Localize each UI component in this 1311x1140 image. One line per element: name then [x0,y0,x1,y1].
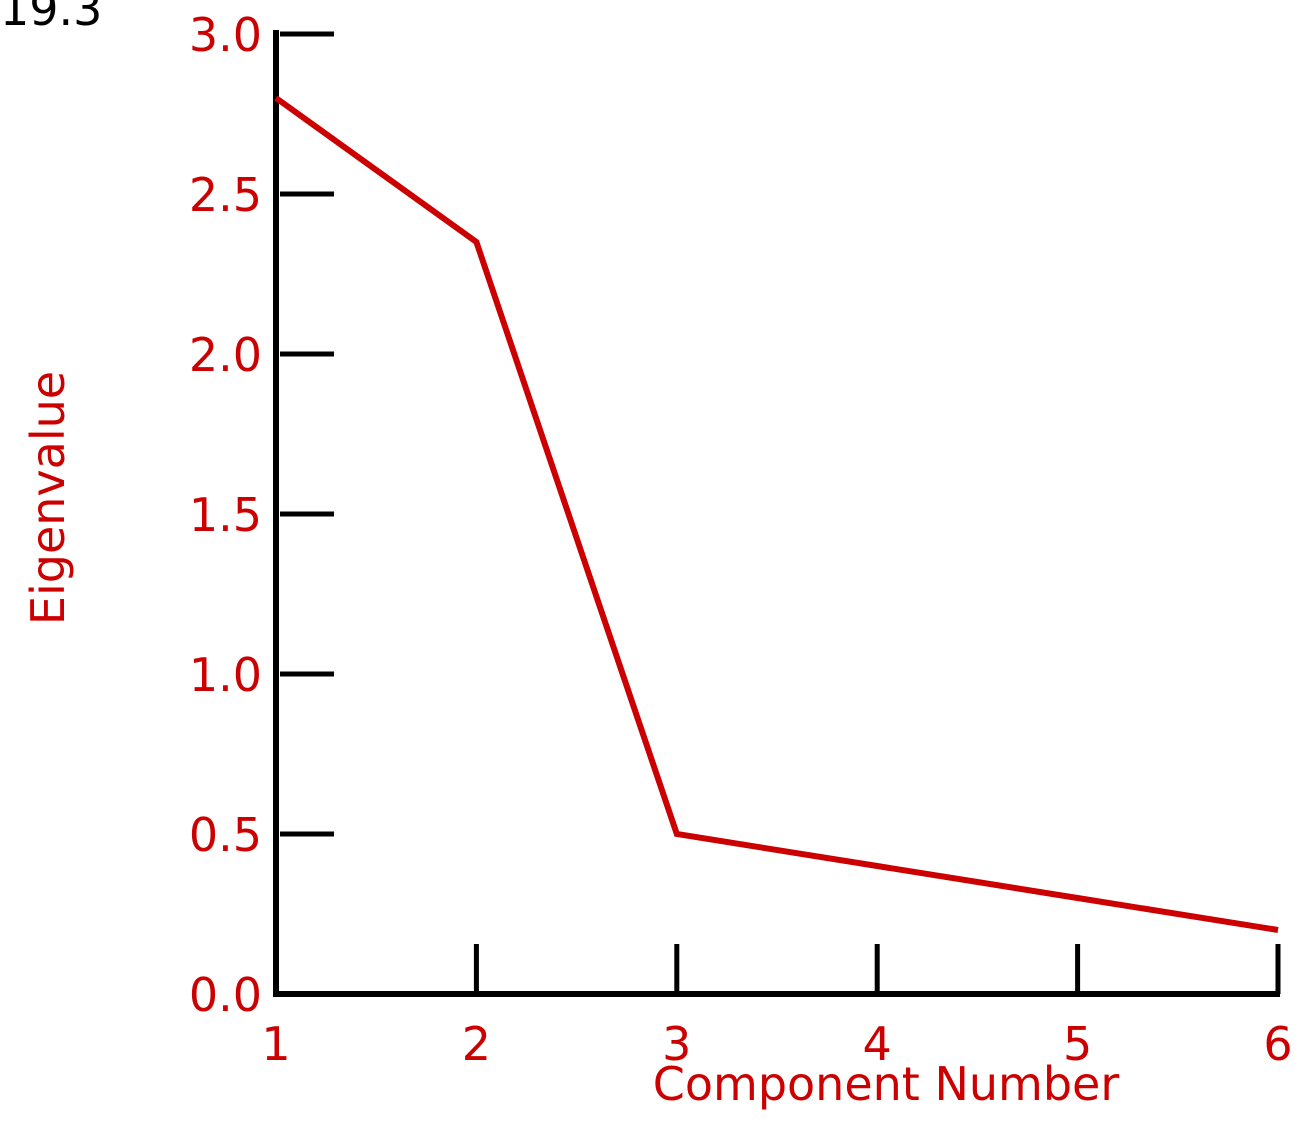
x-tick-label: 3 [662,1017,691,1071]
x-tick-label: 5 [1063,1017,1092,1071]
series-group [274,95,1279,933]
y-tick-label: 1.5 [189,488,262,542]
y-tick-label: 2.0 [189,328,262,382]
x-tick-label: 1 [261,1017,290,1071]
x-ticks: 1 2 3 4 5 6 [261,944,1293,1071]
y-ticks: 0.0 0.5 1.0 1.5 2.0 2.5 3.0 [189,8,334,1022]
x-axis-title: Component Number [653,1057,1120,1111]
x-tick-label: 2 [462,1017,491,1071]
y-axis-title: Eigenvalue [21,371,75,625]
y-tick-label: 2.5 [189,168,262,222]
series-line [274,95,1279,933]
y-tick-label: 0.0 [189,968,262,1022]
y-tick-label: 0.5 [189,808,262,862]
y-tick-label: 3.0 [189,8,262,62]
x-tick-label: 6 [1263,1017,1292,1071]
figure-number: 19.3 [0,0,103,36]
axes [273,30,1280,997]
x-tick-label: 4 [863,1017,892,1071]
y-tick-label: 1.0 [189,648,262,702]
